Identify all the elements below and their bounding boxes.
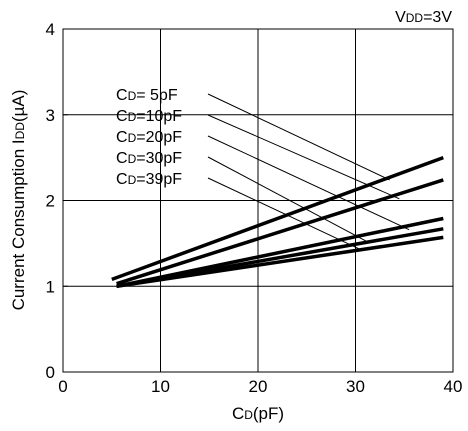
y-axis-label-rest: (µA) bbox=[9, 90, 28, 122]
series-line-2 bbox=[116, 178, 444, 286]
annotation-vdd: VDD=3V bbox=[395, 9, 452, 26]
annotation-main: V bbox=[395, 9, 406, 26]
leader-line-1 bbox=[207, 93, 390, 181]
curve-label-rest: =20pF bbox=[136, 129, 182, 146]
curve-label-main: C bbox=[116, 129, 128, 146]
y-axis-label-main: Current Consumption I bbox=[9, 139, 28, 310]
series-line-5 bbox=[116, 235, 444, 289]
x-tick-label: 0 bbox=[58, 377, 67, 396]
curve-label-2: CD=10pF bbox=[116, 108, 182, 125]
curve-label-main: C bbox=[116, 150, 128, 167]
curve-label-main: C bbox=[116, 87, 128, 104]
x-tick-label: 20 bbox=[249, 377, 268, 396]
tick-labels: 0 10 20 30 40 0 1 2 3 4 bbox=[46, 20, 463, 396]
y-tick-label: 0 bbox=[46, 363, 55, 382]
annotation-rest: =3V bbox=[423, 9, 452, 26]
curve-label-sub: D bbox=[128, 173, 137, 187]
curve-label-rest: =30pF bbox=[136, 150, 182, 167]
curve-label-rest: =10pF bbox=[136, 108, 182, 125]
curve-label-main: C bbox=[116, 171, 128, 188]
leader-line-3 bbox=[207, 135, 410, 231]
curve-label-sub: D bbox=[128, 110, 137, 124]
curve-label-4: CD=30pF bbox=[116, 150, 182, 167]
x-axis-label-main: C bbox=[232, 404, 244, 423]
leader-line-4 bbox=[207, 156, 368, 243]
y-tick-label: 4 bbox=[46, 20, 55, 39]
curve-label-main: C bbox=[116, 108, 128, 125]
x-tick-label: 30 bbox=[346, 377, 365, 396]
curve-label-rest: =39pF bbox=[136, 171, 182, 188]
annotation-sub: DD bbox=[406, 11, 424, 25]
y-tick-label: 1 bbox=[46, 277, 55, 296]
series-lines bbox=[111, 155, 444, 289]
x-tick-label: 10 bbox=[151, 377, 170, 396]
x-axis-label: CD(pF) bbox=[232, 404, 284, 423]
curve-label-rest: = 5pF bbox=[136, 87, 178, 104]
curve-label-5: CD=39pF bbox=[116, 171, 182, 188]
ticks bbox=[62, 28, 454, 373]
curve-label-3: CD=20pF bbox=[116, 129, 182, 146]
leader-line-5 bbox=[207, 177, 359, 249]
x-axis-label-sub: D bbox=[244, 408, 253, 422]
series-line-1 bbox=[111, 155, 444, 282]
curve-label-sub: D bbox=[128, 152, 137, 166]
y-axis-label: Current Consumption IDD(µA) bbox=[9, 90, 28, 311]
y-axis-label-sub: DD bbox=[13, 122, 27, 140]
x-tick-label: 40 bbox=[444, 377, 463, 396]
y-tick-label: 3 bbox=[46, 106, 55, 125]
y-tick-label: 2 bbox=[46, 192, 55, 211]
curve-label-sub: D bbox=[128, 89, 137, 103]
curve-label-sub: D bbox=[128, 131, 137, 145]
x-axis-label-rest: (pF) bbox=[253, 404, 284, 423]
curve-label-1: CD= 5pF bbox=[116, 87, 178, 104]
